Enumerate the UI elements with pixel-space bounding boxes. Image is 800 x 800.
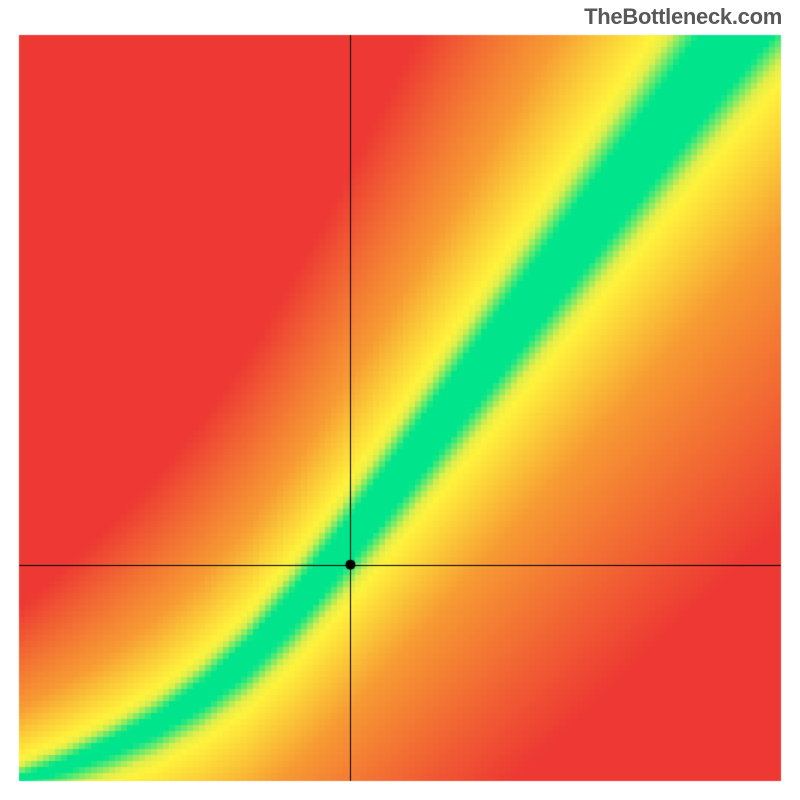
bottleneck-heatmap bbox=[0, 0, 800, 800]
watermark-text: TheBottleneck.com bbox=[584, 4, 782, 30]
